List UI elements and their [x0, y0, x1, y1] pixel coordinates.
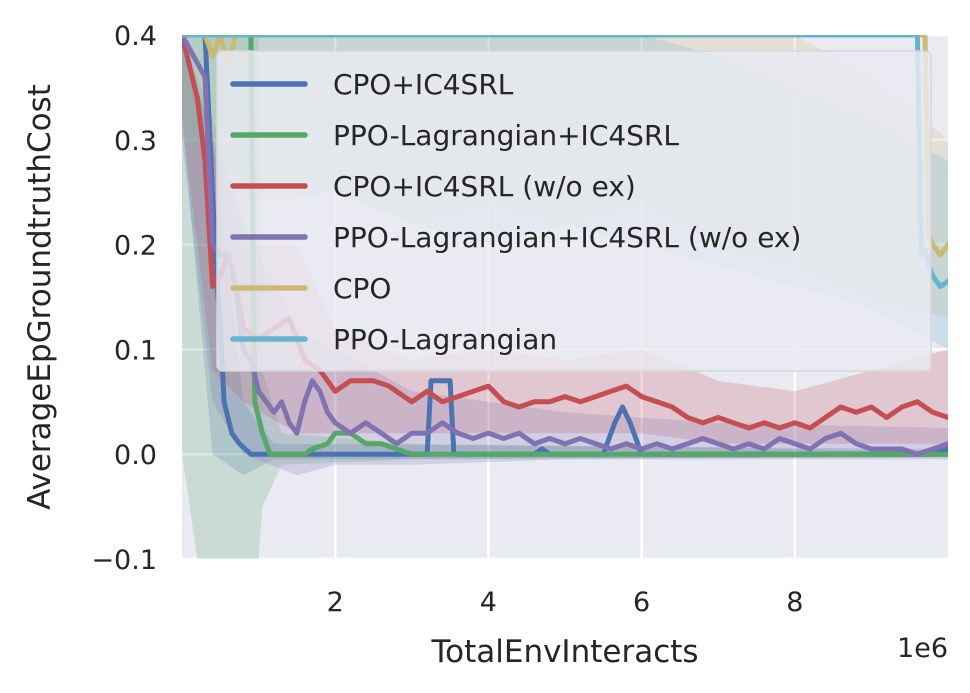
y-axis-label: AverageEpGroundtruthCost [22, 84, 58, 510]
band-ppo-lagrangian-ic4srl-w-o-ex [182, 35, 948, 476]
y-tick-label: −0.1 [91, 545, 157, 576]
y-ticks: −0.1 0.0 0.1 0.2 0.3 0.4 [91, 21, 157, 576]
legend-label: CPO+IC4SRL (w/o ex) [333, 170, 636, 203]
legend-label: CPO+IC4SRL [333, 68, 514, 101]
legend-box [216, 50, 932, 372]
legend: CPO+IC4SRL PPO-Lagrangian+IC4SRL CPO+IC4SR… [216, 50, 932, 372]
legend-label: PPO-Lagrangian [333, 323, 557, 356]
y-tick-label: 0.4 [114, 21, 157, 52]
y-tick-label: 0.2 [114, 231, 157, 262]
y-tick-label: 0.1 [114, 335, 157, 366]
band-cpo-ic4srl [182, 35, 948, 476]
x-axis-label: TotalEnvInteracts [430, 634, 698, 670]
series-line-ppo-lagrangian-ic4srl [182, 35, 948, 457]
x-tick-label: 8 [786, 587, 803, 618]
legend-label: PPO-Lagrangian+IC4SRL [333, 119, 679, 152]
legend-label: PPO-Lagrangian+IC4SRL (w/o ex) [333, 221, 801, 254]
series-line-ppo-lagrangian-ic4srl-w-o-ex [182, 35, 948, 457]
legend-label: CPO [333, 272, 391, 305]
x-ticks: 2 4 6 8 [327, 587, 804, 618]
x-tick-label: 6 [633, 587, 650, 618]
x-tick-label: 2 [327, 587, 344, 618]
y-tick-label: 0.0 [114, 440, 157, 471]
x-offset-label: 1e6 [897, 633, 948, 664]
x-tick-label: 4 [480, 587, 497, 618]
series-line-cpo [182, 35, 948, 258]
y-tick-label: 0.3 [114, 126, 157, 157]
